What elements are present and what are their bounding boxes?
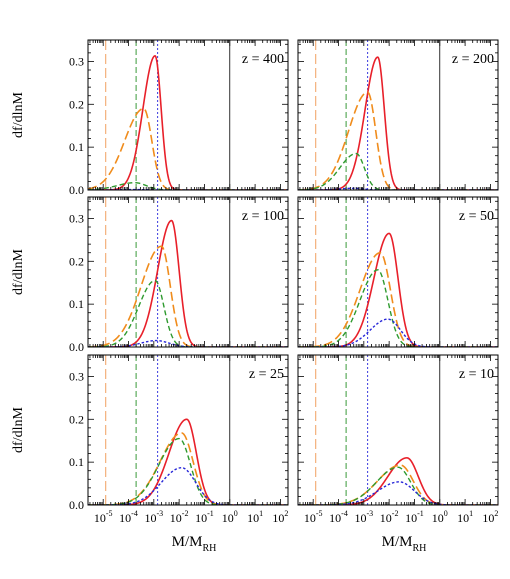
- x-tick-label: 10-5: [304, 509, 323, 525]
- y-tick-label: 0.0: [69, 498, 84, 512]
- x-tick-label: 10-1: [195, 509, 214, 525]
- y-tick-label: 0.2: [69, 254, 84, 268]
- y-tick-label: 0.1: [69, 297, 84, 311]
- y-tick-label: 0.1: [69, 140, 84, 154]
- x-axis-label: M/MRH: [382, 534, 427, 554]
- series-line-1: [88, 418, 288, 505]
- panel-frame: [297, 354, 499, 506]
- series-line-2: [88, 245, 288, 347]
- x-tick-label: 10-3: [144, 509, 163, 525]
- x-tick-label: 10-1: [405, 509, 424, 525]
- panel-6: 10-5 10-4 10-3 10-2 10-1 100 101 102 z = 10: [297, 354, 499, 525]
- series-line-3: [88, 182, 288, 190]
- x-tick-label: 10-2: [170, 509, 189, 525]
- y-tick-label: 0.1: [69, 455, 84, 469]
- panel-5: 0.0 0.1 0.2 0.3 10-5 10-4 10-3 10-2 10-1 100 101 10…: [69, 354, 289, 525]
- x-tick-label: 100: [432, 509, 448, 525]
- series-line-4: [298, 481, 498, 505]
- panel-2: z = 200: [297, 39, 499, 191]
- panel-frame: [297, 196, 499, 348]
- y-axis-label: df/dlnM: [11, 92, 26, 138]
- y-tick-label: 0.0: [69, 183, 84, 197]
- series-line-2: [298, 251, 498, 347]
- x-tick-label: 102: [272, 509, 288, 525]
- panel-frame: [87, 39, 289, 191]
- x-tick-label: 101: [247, 509, 263, 525]
- series-line-2: [298, 464, 498, 505]
- x-tick-label: 10-4: [329, 509, 348, 525]
- x-tick-label: 100: [222, 509, 238, 525]
- panel-1: 0.0 0.1 0.2 0.3 z = 400: [69, 39, 289, 197]
- y-tick-label: 0.3: [69, 369, 84, 383]
- panel-label: z = 400: [242, 52, 284, 67]
- x-tick-label: 101: [457, 509, 473, 525]
- panel-label: z = 200: [452, 52, 494, 67]
- x-axis-label: M/MRH: [172, 534, 217, 554]
- panel-label: z = 50: [459, 209, 494, 224]
- x-tick-label: 102: [482, 509, 498, 525]
- y-axis-label: df/dlnM: [11, 249, 26, 295]
- series-line-3: [298, 269, 498, 347]
- panel-frame: [297, 39, 499, 191]
- y-axis-label: df/dlnM: [11, 407, 26, 453]
- series-line-1: [88, 219, 288, 347]
- y-tick-label: 0.3: [69, 54, 84, 68]
- panel-4: z = 50: [297, 196, 499, 348]
- series-line-3: [298, 152, 498, 190]
- x-tick-label: 10-3: [354, 509, 373, 525]
- series-line-4: [88, 467, 288, 505]
- panel-label: z = 10: [459, 367, 494, 382]
- x-tick-label: 10-4: [119, 509, 138, 525]
- series-line-4: [298, 187, 498, 190]
- series-line-1: [298, 56, 498, 190]
- series-line-1: [88, 55, 288, 190]
- series-line-2: [88, 107, 288, 190]
- series-line-2: [298, 91, 498, 190]
- panel-label: z = 100: [242, 209, 284, 224]
- series-line-3: [298, 466, 498, 505]
- series-line-1: [298, 232, 498, 347]
- panel-frame: [87, 196, 289, 348]
- y-tick-label: 0.0: [69, 340, 84, 354]
- panel-label: z = 25: [249, 367, 284, 382]
- x-tick-label: 10-5: [94, 509, 113, 525]
- x-tick-label: 10-2: [380, 509, 399, 525]
- y-tick-label: 0.2: [69, 97, 84, 111]
- series-line-4: [88, 339, 288, 347]
- y-tick-label: 0.2: [69, 412, 84, 426]
- y-tick-label: 0.3: [69, 211, 84, 225]
- panel-frame: [87, 354, 289, 506]
- panel-3: 0.0 0.1 0.2 0.3 z = 100: [69, 196, 289, 354]
- series-line-2: [88, 432, 288, 505]
- series-line-3: [88, 279, 288, 347]
